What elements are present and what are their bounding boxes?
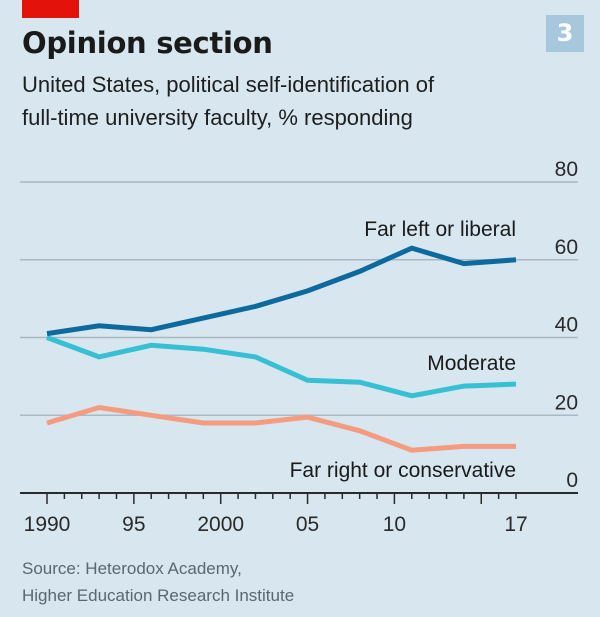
source-line-1: Source: Heterodox Academy, (22, 559, 242, 578)
y-tick-label: 40 (555, 314, 578, 337)
series-line-far-left-or-liberal (46, 245, 517, 337)
chart-number-badge: 3 (546, 15, 584, 52)
source-line-2: Higher Education Research Institute (22, 586, 295, 605)
series-line-moderate (46, 335, 517, 399)
series-labels: Far left or liberal Moderate Far right or … (290, 218, 516, 482)
x-tick-label: 2000 (197, 513, 244, 536)
chart-subtitle: United States, political self-identifica… (22, 68, 582, 134)
series-label: Moderate (427, 352, 516, 375)
subtitle-line-1: United States, political self-identifica… (22, 72, 435, 97)
gridlines (20, 181, 578, 416)
y-axis-labels: 0 20 40 60 80 (555, 158, 578, 492)
series-label: Far left or liberal (364, 218, 516, 241)
x-tick-label: 1990 (24, 513, 71, 536)
x-tick-label: 10 (383, 513, 406, 536)
y-tick-label: 20 (555, 391, 578, 414)
chart-title: Opinion section (22, 26, 273, 60)
subtitle-line-2: full-time university faculty, % respondi… (22, 105, 413, 130)
series-line-far-right-or-conservative (46, 404, 516, 453)
brand-tag (22, 0, 79, 18)
x-tick-label: 95 (122, 513, 145, 536)
series-label: Far right or conservative (290, 459, 516, 482)
series-lines (46, 245, 517, 453)
x-tick-label: 05 (296, 513, 319, 536)
y-tick-label: 60 (555, 236, 578, 259)
y-tick-label: 80 (555, 158, 578, 181)
y-tick-label: 0 (566, 469, 578, 492)
source-note: Source: Heterodox Academy, Higher Educat… (22, 555, 294, 609)
x-tick-label: 17 (504, 513, 527, 536)
x-axis: 1990 95 2000 05 10 17 (20, 492, 578, 536)
